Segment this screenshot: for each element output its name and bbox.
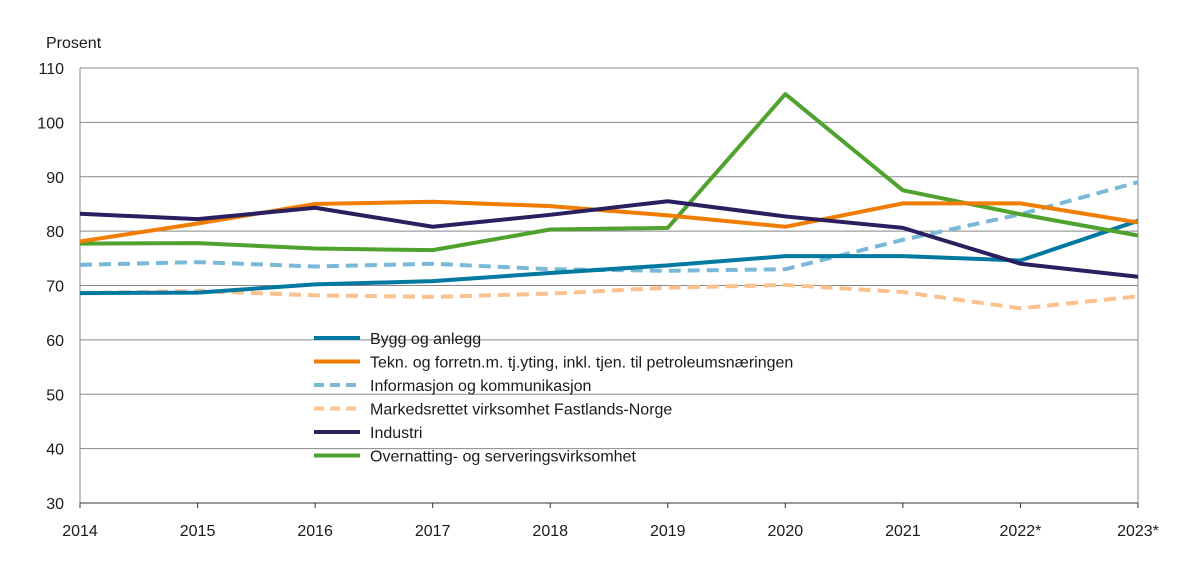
x-tick-label: 2021 — [885, 523, 921, 540]
y-tick-label: 110 — [38, 61, 64, 78]
y-tick-label: 90 — [46, 170, 64, 187]
legend-label: Tekn. og forretn.m. tj.yting, inkl. tjen… — [370, 355, 793, 372]
legend-label: Markedsrettet virksomhet Fastlands-Norge — [370, 402, 672, 419]
x-tick-label: 2014 — [62, 523, 98, 540]
y-tick-label: 40 — [46, 442, 64, 459]
y-tick-label: 80 — [46, 224, 64, 241]
x-tick-label: 2020 — [768, 523, 804, 540]
x-tick-label: 2018 — [532, 523, 568, 540]
x-tick-label: 2015 — [180, 523, 216, 540]
legend-label: Overnatting- og serveringsvirksomhet — [370, 449, 636, 466]
legend-label: Industri — [370, 425, 422, 442]
series-line — [79, 199, 1139, 279]
series-line — [79, 218, 1139, 296]
series-line — [79, 180, 1139, 273]
y-axis-label: Prosent — [46, 35, 102, 52]
x-tick-label: 2022* — [1000, 523, 1042, 540]
x-tick-label: 2016 — [297, 523, 333, 540]
y-tick-label: 30 — [46, 496, 64, 513]
series-line — [79, 282, 1139, 311]
series-line — [79, 92, 1139, 253]
x-tick-label: 2023* — [1117, 523, 1159, 540]
y-tick-label: 100 — [37, 115, 64, 132]
legend-label: Informasjon og kommunikasjon — [370, 378, 591, 395]
y-tick-label: 70 — [46, 279, 64, 296]
legend-label: Bygg og anlegg — [370, 331, 481, 348]
x-tick-label: 2017 — [415, 523, 451, 540]
y-tick-label: 50 — [46, 387, 64, 404]
y-tick-label: 60 — [46, 333, 64, 350]
x-tick-label: 2019 — [650, 523, 686, 540]
